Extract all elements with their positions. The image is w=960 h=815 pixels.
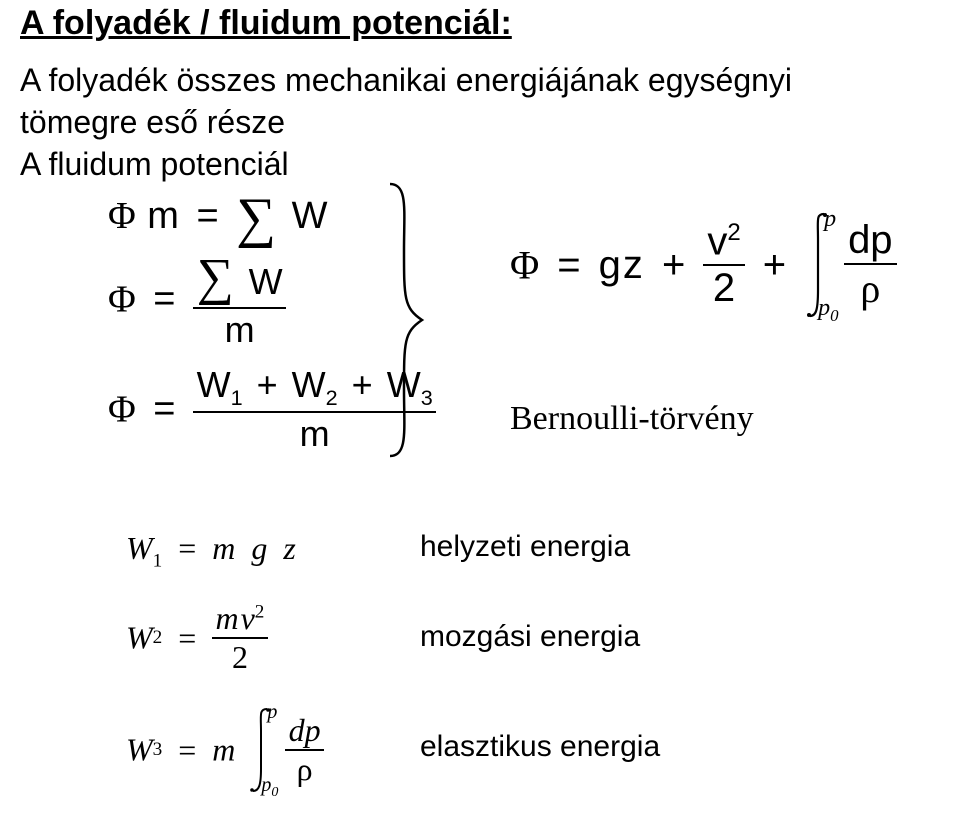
W-glyph: W (126, 530, 153, 566)
two-glyph: 2 (703, 264, 744, 311)
int-upper: p (824, 206, 836, 233)
phi-glyph: Φ (108, 279, 136, 321)
label-W2: mozgási energia (420, 620, 640, 654)
eq-phi-sumW-over-m: Φ = ∑ W m (108, 248, 286, 351)
v-glyph: v (707, 219, 727, 263)
W-glyph: W (126, 732, 153, 768)
equals-glyph: = (153, 388, 175, 430)
fraction-v2-2: v2 2 (703, 219, 744, 311)
m-glyph: m (147, 195, 179, 237)
dp-glyph: dp (285, 712, 323, 749)
v-exp: 2 (255, 601, 265, 622)
fraction-dp-rho: dp ρ (285, 712, 323, 788)
equals-glyph: = (178, 620, 196, 656)
equals-glyph: = (557, 243, 580, 287)
W1-sub: 1 (231, 385, 243, 410)
subtitle-line-2: tömegre eső része (20, 104, 285, 141)
fraction-mv2-2: mv2 2 (212, 600, 267, 676)
W-glyph: W (249, 261, 283, 302)
eq-result-phi: Φ = gz + v2 2 + p p0 (510, 210, 897, 320)
label-W3: elasztikus energia (420, 730, 660, 764)
equals-glyph: = (178, 530, 196, 566)
int-lower: p0 (818, 295, 838, 326)
phi-glyph: Φ (510, 243, 539, 288)
g-glyph: g (599, 243, 621, 287)
equals-glyph: = (153, 278, 175, 320)
eq-W3: W3 = m p p0 dp ρ (126, 705, 324, 795)
plus-glyph: + (763, 243, 786, 287)
integral-icon: p p0 (804, 210, 830, 320)
eq-W2: W2 = mv2 2 (126, 600, 268, 676)
plus-glyph: + (662, 243, 685, 287)
sum-glyph: ∑ (197, 249, 234, 306)
v-glyph: v (241, 600, 255, 636)
W-sub: 2 (153, 627, 163, 648)
W1-glyph: W (197, 364, 231, 405)
m-glyph: m (212, 530, 235, 566)
equals-glyph: = (178, 732, 196, 768)
W2-sub: 2 (326, 385, 338, 410)
subtitle-line-1: A folyadék összes mechanikai energiájána… (20, 62, 792, 99)
m-glyph: m (215, 600, 238, 636)
eq-phi-m-sumW: Φ m = ∑ W (108, 186, 327, 250)
W2-glyph: W (292, 364, 326, 405)
fraction-dp-rho: dp ρ (844, 218, 897, 312)
dp-glyph: dp (844, 218, 897, 263)
z-glyph: z (283, 530, 295, 566)
sum-glyph: ∑ (236, 187, 276, 249)
int-lower: p0 (261, 774, 278, 801)
definition-label: A fluidum potenciál (20, 146, 289, 183)
m-glyph: m (193, 307, 286, 351)
rho-glyph: ρ (844, 263, 897, 312)
equals-glyph: = (196, 195, 218, 237)
z-glyph: z (623, 243, 643, 287)
plus-glyph: + (257, 364, 278, 405)
eq-W1: W1 = m g z (126, 530, 296, 572)
plus-glyph: + (352, 364, 373, 405)
W-sub: 1 (153, 550, 163, 571)
two-glyph: 2 (212, 637, 267, 676)
fraction-sumW-m: ∑ W m (193, 248, 286, 351)
m-glyph: m (212, 732, 235, 768)
W-glyph: W (126, 620, 153, 656)
phi-glyph: Φ (108, 389, 136, 431)
W-sub: 3 (153, 739, 163, 760)
bernoulli-label: Bernoulli-törvény (510, 400, 754, 438)
title: A folyadék / fluidum potenciál: (20, 4, 512, 43)
gz-term: gz (599, 243, 654, 287)
rho-glyph: ρ (285, 749, 323, 788)
phi-glyph: Φ (108, 195, 136, 237)
label-W1: helyzeti energia (420, 530, 630, 564)
integral-icon: p p0 (247, 705, 273, 795)
int-upper: p (267, 701, 277, 724)
v-exp: 2 (727, 219, 740, 246)
g-glyph: g (251, 530, 267, 566)
W-glyph: W (292, 195, 328, 237)
brace-icon (380, 180, 428, 465)
